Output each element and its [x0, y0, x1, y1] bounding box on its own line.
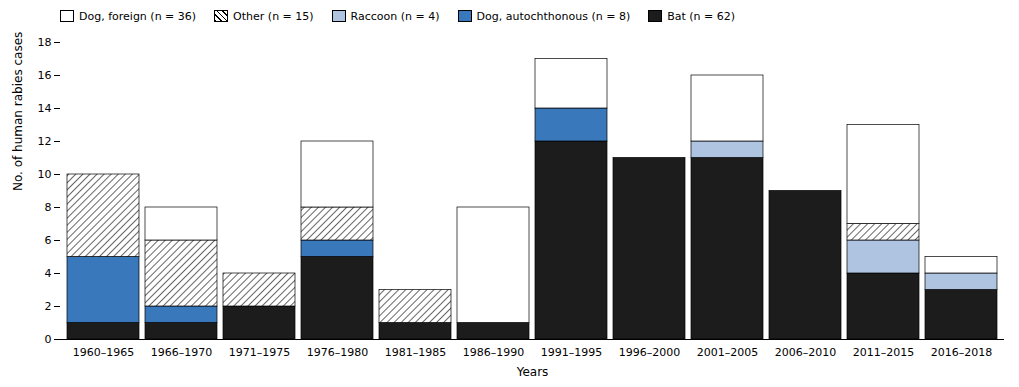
svg-text:Years: Years [516, 365, 549, 379]
svg-text:1991–1995: 1991–1995 [541, 346, 603, 359]
html-text:Raccoon (n = 4): Raccoon (n = 4) [350, 9, 440, 23]
svg-text:2011–2015: 2011–2015 [853, 346, 915, 359]
svg-text:1976–1980: 1976–1980 [307, 346, 369, 359]
svg-text:16: 16 [38, 69, 52, 82]
html-text:Bat (n = 62): Bat (n = 62) [667, 9, 735, 23]
html-text:Dog, autochthonous (n = 8): Dog, autochthonous (n = 8) [476, 9, 631, 23]
svg-text:No. of human rabies cases: No. of human rabies cases [11, 32, 25, 191]
svg-text:8: 8 [45, 201, 52, 214]
svg-text:18: 18 [38, 36, 52, 49]
html-text:Dog, foreign (n = 36): Dog, foreign (n = 36) [79, 9, 197, 23]
svg-text:2: 2 [45, 300, 52, 313]
svg-text:1986–1990: 1986–1990 [463, 346, 525, 359]
svg-text:2016–2018: 2016–2018 [931, 346, 993, 359]
svg-text:1981–1985: 1981–1985 [385, 346, 447, 359]
svg-text:1996–2000: 1996–2000 [619, 346, 681, 359]
svg-text:2001–2005: 2001–2005 [697, 346, 759, 359]
svg-text:14: 14 [38, 102, 52, 115]
svg-text:1966–1970: 1966–1970 [151, 346, 213, 359]
svg-text:0: 0 [45, 333, 52, 346]
svg-text:10: 10 [38, 168, 52, 181]
svg-text:12: 12 [38, 135, 52, 148]
svg-text:6: 6 [45, 234, 52, 247]
html-text:Other (n = 15): Other (n = 15) [233, 9, 314, 23]
svg-text:2006–2010: 2006–2010 [775, 346, 837, 359]
svg-text:1960–1965: 1960–1965 [73, 346, 135, 359]
svg-text:1971–1975: 1971–1975 [229, 346, 291, 359]
svg-text:4: 4 [45, 267, 52, 280]
